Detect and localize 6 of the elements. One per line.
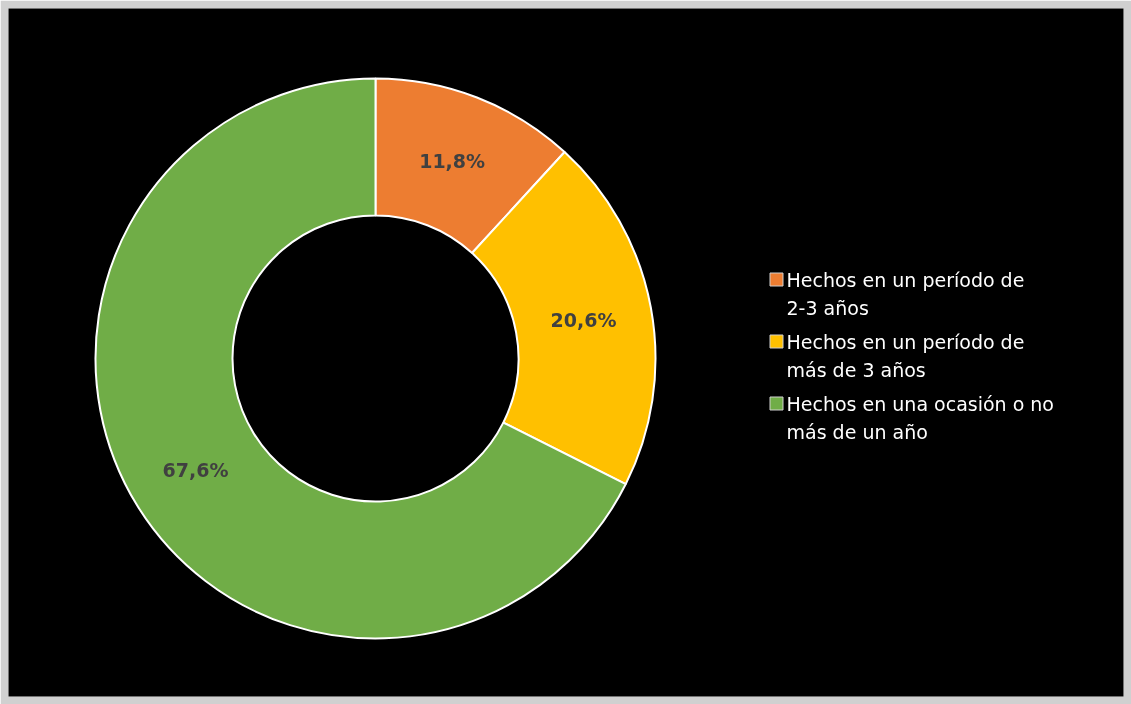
legend-label: Hechos en un período de 2-3 años [786, 268, 1025, 319]
data-label: 11,8% [419, 150, 486, 173]
data-label: 67,6% [162, 458, 229, 481]
legend-label: Hechos en una ocasión o no más de un año [786, 392, 1054, 443]
legend-label: Hechos en un período de más de 3 años [786, 330, 1025, 381]
data-label: 20,6% [550, 309, 617, 332]
